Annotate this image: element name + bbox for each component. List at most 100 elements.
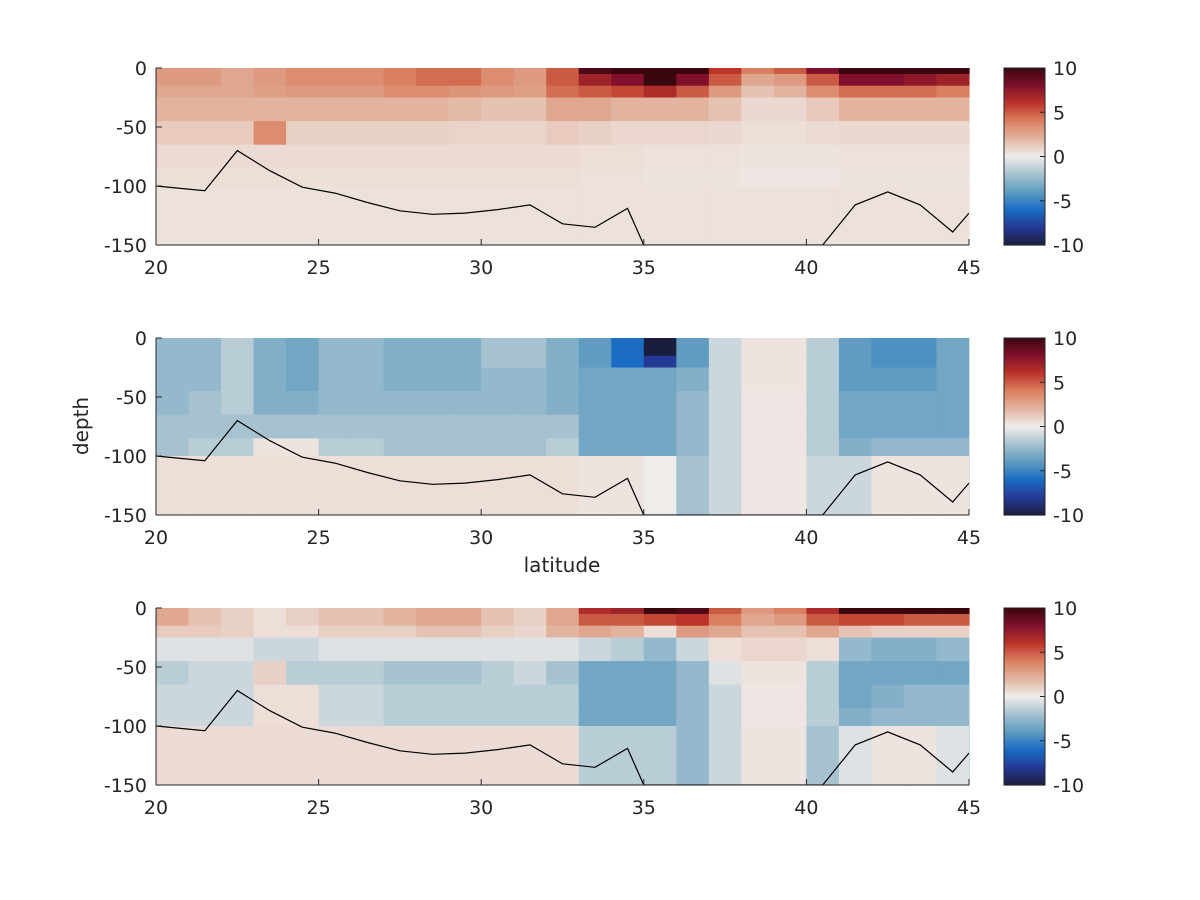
colorbar-swatch [1004, 116, 1045, 120]
heatmap-cell [643, 661, 677, 686]
x-axis-label: latitude [524, 553, 601, 577]
heatmap-cell [513, 637, 547, 662]
colorbar-swatch [1004, 129, 1045, 133]
heatmap-cell [513, 73, 547, 87]
heatmap-cell [936, 608, 970, 615]
y-tick-label: -150 [104, 505, 147, 527]
colorbar-tick-label: -10 [1053, 775, 1084, 797]
heatmap-cell [676, 85, 710, 99]
colorbar-swatch [1004, 83, 1045, 87]
heatmap-cell [773, 684, 807, 709]
heatmap-cell [351, 85, 385, 99]
heatmap-cell [578, 438, 612, 457]
heatmap-cell [383, 391, 417, 416]
heatmap-cell [383, 186, 417, 246]
heatmap-cell [253, 121, 287, 146]
heatmap-cell [156, 68, 190, 75]
heatmap-cell [741, 661, 775, 686]
heatmap-cell [903, 121, 938, 146]
heatmap-cell [286, 68, 320, 75]
heatmap-cell [188, 608, 222, 615]
heatmap-cell [383, 144, 417, 169]
colorbar-swatch [1004, 674, 1045, 678]
colorbar-swatch [1004, 180, 1045, 184]
colorbar-swatch [1004, 470, 1045, 474]
heatmap-cell [156, 456, 190, 516]
heatmap-cell [578, 73, 612, 87]
heatmap-cell [351, 684, 385, 709]
heatmap-cell [741, 391, 775, 416]
colorbar-swatch [1004, 705, 1045, 709]
heatmap-cell [578, 726, 612, 786]
heatmap-cell [156, 367, 190, 392]
heatmap-cell [546, 73, 580, 87]
heatmap-cell [416, 121, 450, 146]
heatmap-cell [643, 121, 677, 146]
colorbar-swatch [1004, 154, 1045, 158]
heatmap-cell [676, 73, 710, 87]
colorbar-swatch [1004, 114, 1045, 118]
heatmap-cell [156, 97, 190, 122]
heatmap-cell [611, 684, 645, 709]
heatmap-cell [611, 391, 645, 416]
x-tick-label: 45 [957, 527, 981, 549]
colorbar-swatch [1004, 634, 1045, 638]
heatmap-cell [643, 73, 677, 87]
colorbar-swatch [1004, 692, 1045, 695]
colorbar-swatch [1004, 391, 1045, 394]
heatmap-cell [188, 726, 222, 786]
heatmap-cell [773, 661, 807, 686]
colorbar-tick-label: -5 [1053, 731, 1072, 753]
colorbar-swatch [1004, 413, 1045, 417]
heatmap-cell [903, 726, 938, 786]
heatmap-cell [903, 414, 938, 439]
colorbar-swatch [1004, 749, 1045, 753]
heatmap-cell [513, 613, 547, 627]
heatmap-cell [903, 661, 938, 686]
heatmap-cell [383, 456, 417, 516]
colorbar-swatch [1004, 486, 1045, 490]
colorbar-swatch [1004, 718, 1045, 722]
heatmap-cell [156, 684, 190, 709]
colorbar-swatch [1004, 747, 1045, 751]
y-tick-label: -50 [116, 387, 147, 409]
colorbar-swatch [1004, 222, 1045, 226]
heatmap-cell [221, 73, 255, 87]
heatmap-cell [773, 121, 807, 146]
heatmap-cell [643, 391, 677, 416]
heatmap-cell [253, 338, 287, 345]
colorbar-swatch [1004, 773, 1045, 777]
heatmap-cell [546, 613, 580, 627]
heatmap-cell [448, 168, 482, 187]
heatmap-cell [513, 456, 547, 516]
colorbar-swatch [1004, 202, 1045, 206]
heatmap-cell [773, 414, 807, 439]
heatmap-cell [221, 608, 255, 615]
heatmap-cell [286, 338, 320, 345]
heatmap-cell [936, 414, 970, 439]
heatmap-cell [546, 85, 580, 99]
colorbar-swatch [1004, 393, 1045, 397]
heatmap-cell [546, 186, 580, 246]
heatmap-cell [741, 355, 775, 369]
heatmap-cell [221, 186, 255, 246]
heatmap-cell [871, 97, 905, 122]
colorbar-swatch [1004, 641, 1045, 644]
heatmap-cell [383, 708, 417, 727]
colorbar-tick-label: 10 [1053, 328, 1077, 350]
colorbar-swatch [1004, 435, 1045, 439]
heatmap-cell [838, 684, 873, 709]
heatmap-cell [611, 438, 645, 457]
heatmap-cell [481, 391, 515, 416]
colorbar-swatch [1004, 479, 1045, 483]
heatmap-cell [578, 343, 612, 357]
x-tick-label: 20 [144, 257, 168, 279]
heatmap-cell [481, 355, 515, 369]
colorbar-swatch [1004, 428, 1045, 432]
colorbar-swatch [1004, 610, 1045, 614]
heatmap-cell [546, 338, 580, 345]
heatmap-cell [318, 613, 352, 627]
colorbar-swatch [1004, 725, 1045, 729]
heatmap-cell [806, 391, 840, 416]
heatmap-cell [871, 343, 905, 357]
